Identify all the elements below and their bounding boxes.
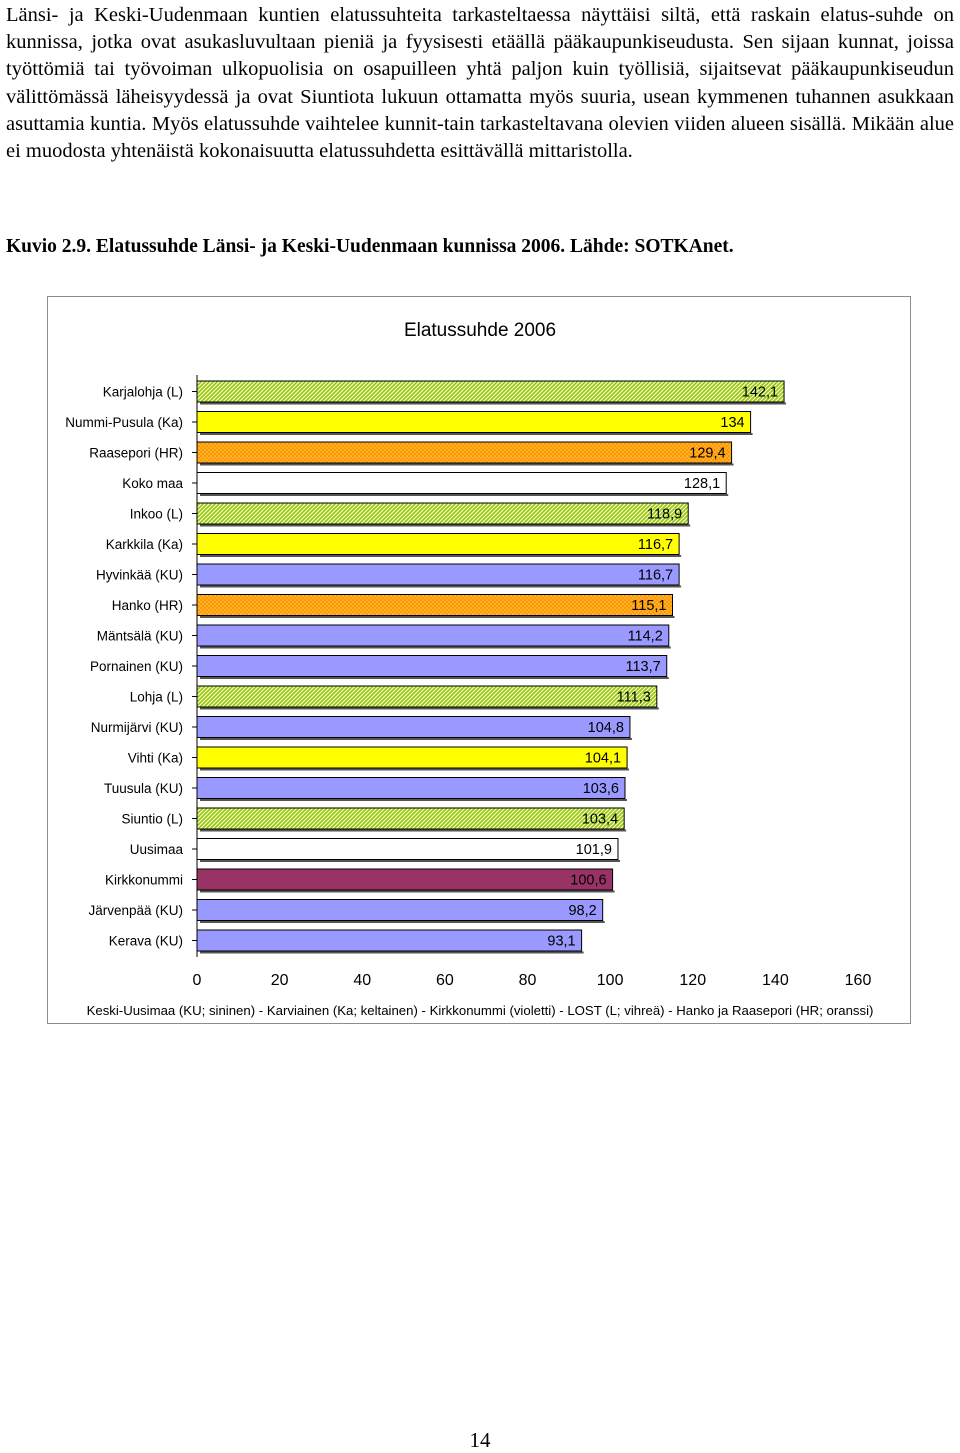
x-tick-label: 160: [845, 972, 872, 989]
x-tick-label: 140: [762, 972, 789, 989]
value-label-kirkkonummi: 100,6: [570, 873, 606, 889]
value-label-inkoo-l: 118,9: [647, 507, 682, 523]
x-tick-label: 100: [597, 972, 624, 989]
bar-kerava-ku: [196, 929, 583, 952]
x-tick-label: 80: [519, 972, 537, 989]
value-label-lohja-l: 111,3: [617, 690, 651, 706]
category-label-siuntio-l: Siuntio (L): [121, 812, 183, 827]
category-label-karkkila-ka: Karkkila (Ka): [106, 537, 183, 552]
bar-lohja-l: [196, 685, 658, 708]
bar-jarvenpaa-ku: [196, 899, 604, 921]
body-paragraph: Länsi- ja Keski-Uudenmaan kuntien elatus…: [6, 4, 954, 163]
bar-uusimaa: [196, 838, 619, 860]
value-label-hyvinkaa-ku: 116,7: [638, 568, 673, 584]
bar-raasepori-hr: [196, 441, 733, 464]
category-label-uusimaa: Uusimaa: [130, 842, 184, 857]
value-label-mantsala-ku: 114,2: [628, 629, 663, 645]
category-label-nummi-pusula-ka: Nummi-Pusula (Ka): [65, 415, 183, 430]
category-label-karjalohja-l: Karjalohja (L): [103, 385, 183, 400]
bar-hyvinkaa-ku: [196, 563, 680, 586]
category-label-tuusula-ku: Tuusula (KU): [104, 781, 183, 796]
category-label-pornainen-ku: Pornainen (KU): [90, 659, 183, 674]
value-label-jarvenpaa-ku: 98,2: [568, 903, 596, 919]
chart-frame: Elatussuhde 2006 Karjalohja (L) 142,1 Numm…: [47, 296, 911, 1024]
value-label-siuntio-l: 103,4: [582, 812, 618, 828]
x-tick-label: 0: [193, 972, 202, 989]
value-label-koko-maa: 128,1: [684, 476, 720, 492]
x-tick-label: 40: [353, 972, 371, 989]
value-label-pornainen-ku: 113,7: [626, 659, 661, 675]
category-label-lohja-l: Lohja (L): [130, 690, 183, 705]
category-label-vihti-ka: Vihti (Ka): [128, 751, 183, 766]
x-tick-label: 20: [271, 972, 289, 989]
category-label-hyvinkaa-ku: Hyvinkää (KU): [96, 568, 183, 583]
value-label-karjalohja-l: 142,1: [742, 385, 778, 401]
value-label-karkkila-ka: 116,7: [638, 537, 673, 553]
bar-tuusula-ku: [196, 777, 626, 799]
category-label-hanko-hr: Hanko (HR): [112, 598, 183, 613]
value-label-uusimaa: 101,9: [576, 842, 612, 858]
figure-caption: Kuvio 2.9. Elatussuhde Länsi- ja Keski-U…: [6, 236, 734, 257]
bar-siuntio-l: [196, 807, 625, 830]
bar-nurmijarvi-ku: [196, 716, 631, 738]
bar-nummi-pusula-ka: [196, 411, 752, 433]
bar-hanko-hr: [196, 594, 674, 616]
category-label-kirkkonummi: Kirkkonummi: [105, 873, 183, 888]
bar-koko-maa: [196, 472, 727, 494]
value-label-nurmijarvi-ku: 104,8: [588, 720, 624, 736]
bar-karjalohja-l: [196, 380, 785, 403]
value-label-tuusula-ku: 103,6: [583, 781, 619, 797]
category-label-kerava-ku: Kerava (KU): [109, 934, 183, 949]
bar-karkkila-ka: [196, 533, 680, 555]
chart-legend-note: Keski-Uusimaa (KU; sininen) - Karviainen…: [87, 1003, 874, 1018]
bar-mantsala-ku: [196, 624, 670, 647]
category-label-inkoo-l: Inkoo (L): [130, 507, 183, 522]
page-number: 14: [469, 1428, 491, 1452]
category-label-jarvenpaa-ku: Järvenpää (KU): [88, 903, 183, 918]
x-tick-label: 120: [679, 972, 706, 989]
bar-inkoo-l: [196, 502, 689, 525]
bar-kirkkonummi: [196, 868, 614, 891]
value-label-raasepori-hr: 129,4: [689, 446, 725, 462]
x-tick-label: 60: [436, 972, 454, 989]
category-label-mantsala-ku: Mäntsälä (KU): [97, 629, 183, 644]
chart-title: Elatussuhde 2006: [404, 320, 556, 341]
value-label-kerava-ku: 93,1: [547, 934, 575, 950]
bar-vihti-ka: [196, 746, 628, 769]
category-label-koko-maa: Koko maa: [122, 476, 183, 491]
bar-chart: Elatussuhde 2006 Karjalohja (L) 142,1 Numm…: [65, 320, 874, 1018]
category-label-raasepori-hr: Raasepori (HR): [89, 446, 183, 461]
value-label-nummi-pusula-ka: 134: [720, 415, 744, 431]
value-label-hanko-hr: 115,1: [631, 598, 666, 614]
value-label-vihti-ka: 104,1: [585, 751, 621, 767]
category-label-nurmijarvi-ku: Nurmijärvi (KU): [91, 720, 183, 735]
bar-pornainen-ku: [196, 655, 668, 677]
